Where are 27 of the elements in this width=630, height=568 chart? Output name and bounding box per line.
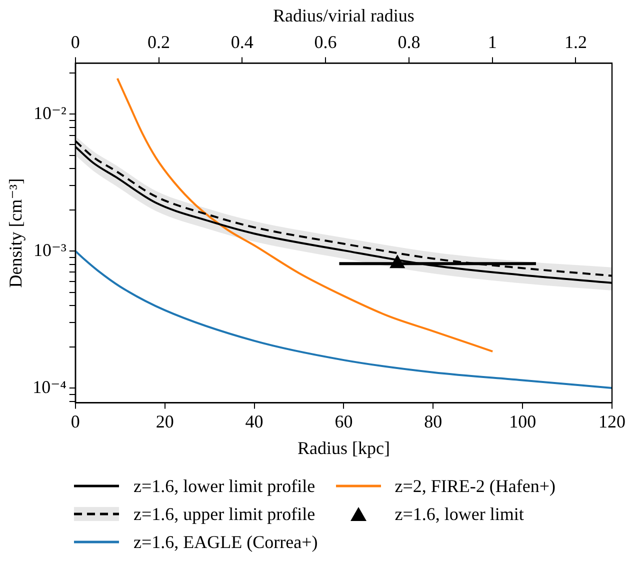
y-axis-title: Density [cm⁻³]: [6, 178, 26, 288]
x-tick-label: 40: [245, 411, 264, 432]
x-tick-label: 100: [509, 411, 536, 432]
x-tick-label: 60: [334, 411, 353, 432]
x2-tick-label: 0.2: [148, 32, 170, 52]
line-series: [75, 250, 612, 390]
line-series: [116, 77, 494, 352]
x-tick-label: 120: [598, 411, 626, 432]
legend-label: z=1.6, lower limit profile: [133, 476, 316, 496]
legend-label: z=1.6, upper limit profile: [133, 504, 316, 524]
legend-label: z=2, FIRE-2 (Hafen+): [394, 476, 556, 496]
x-tick-label: 80: [424, 411, 442, 432]
x2-axis-title: Radius/virial radius: [272, 6, 414, 26]
x2-tick-label: 1.2: [564, 32, 587, 52]
y-tick-label: 10⁻⁴: [32, 376, 66, 397]
legend-label: z=1.6, lower limit: [394, 504, 524, 524]
x-tick-label: 0: [70, 411, 80, 432]
y-tick-label: 10⁻³: [33, 240, 67, 260]
y-tick-label: 10⁻²: [33, 102, 66, 123]
x2-tick-label: 0.4: [230, 32, 254, 52]
legend-label: z=1.6, EAGLE (Correa+): [133, 532, 318, 552]
x2-tick-label: 0.8: [398, 32, 420, 52]
x2-tick-label: 0.6: [314, 32, 337, 52]
x-tick-label: 20: [156, 411, 174, 432]
x-axis-title: Radius [kpc]: [297, 438, 390, 458]
x2-tick-label: 1: [488, 32, 497, 52]
x2-tick-label: 0: [70, 32, 80, 52]
